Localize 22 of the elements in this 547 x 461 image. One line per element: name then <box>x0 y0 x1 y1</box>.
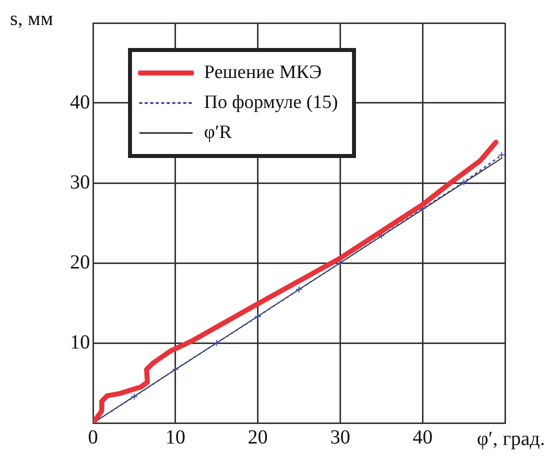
y-axis-title: s, мм <box>10 8 54 31</box>
point <box>498 152 505 158</box>
y-tick-label: 20 <box>70 251 90 274</box>
y-tick-label: 40 <box>70 91 90 114</box>
x-tick-label: 10 <box>165 426 186 448</box>
x-tick-label: 0 <box>88 426 98 448</box>
x-axis-title: φ′, град. <box>474 428 547 451</box>
point <box>213 340 220 346</box>
legend-label: По формуле (15) <box>204 92 338 114</box>
point <box>172 366 179 373</box>
point <box>130 393 138 400</box>
legend-label: φ′R <box>204 122 232 144</box>
y-tick-label: 10 <box>70 331 90 354</box>
point <box>296 286 302 293</box>
y-tick-label: 30 <box>70 171 90 194</box>
x-tick-label: 40 <box>412 426 433 448</box>
point <box>254 313 262 320</box>
point <box>460 178 468 186</box>
point <box>336 260 344 266</box>
legend-label: Решение МКЭ <box>204 62 322 84</box>
x-tick-label: 20 <box>248 426 268 448</box>
x-tick-label: 30 <box>330 426 350 448</box>
